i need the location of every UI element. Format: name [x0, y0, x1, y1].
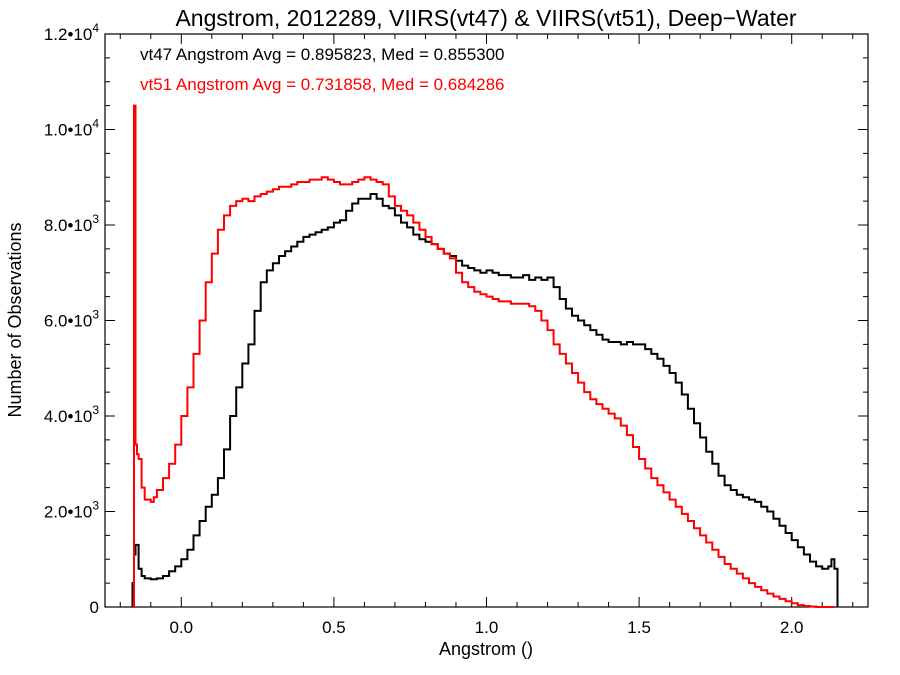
plot-area: 0.0 0.5 1.0 1.5 2.0 0 2.0•103 4.0•103 6.0•103 8.0… [44, 21, 869, 637]
series-line-1 [132, 104, 835, 608]
x-tick-label: 1.0 [475, 618, 499, 637]
y-tick-label: 2.0•103 [44, 499, 100, 522]
annotation-vt47: vt47 Angstrom Avg = 0.895823, Med = 0.85… [140, 45, 505, 64]
y-tick-label: 1.0•104 [44, 117, 100, 140]
x-tick-label: 0.0 [169, 618, 193, 637]
y-tick-label: 8.0•103 [44, 212, 100, 235]
y-tick-label: 6.0•103 [44, 308, 100, 331]
chart-title: Angstrom, 2012289, VIIRS(vt47) & VIIRS(v… [175, 5, 796, 31]
y-tick-label: 4.0•103 [44, 403, 100, 426]
x-tick-label: 1.5 [627, 618, 651, 637]
annotation-vt51: vt51 Angstrom Avg = 0.731858, Med = 0.68… [140, 75, 505, 94]
x-axis-label: Angstrom () [439, 639, 533, 659]
y-axis-label: Number of Observations [5, 222, 25, 417]
y-tick-label: 0 [90, 598, 99, 617]
plot-frame [104, 33, 869, 608]
x-tick-label: 2.0 [780, 618, 804, 637]
x-tick-label: 0.5 [322, 618, 346, 637]
y-tick-label: 1.2•104 [44, 21, 100, 44]
series-line-0 [131, 193, 839, 607]
